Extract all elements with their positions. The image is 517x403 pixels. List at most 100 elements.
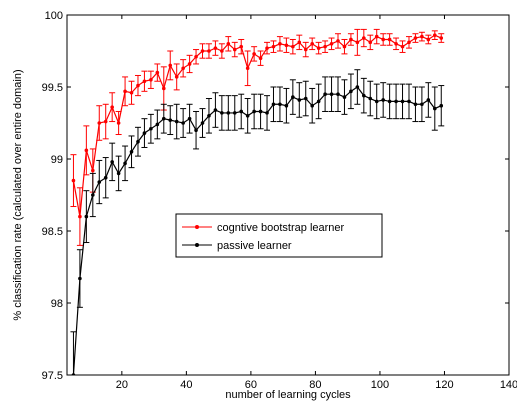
data-point — [187, 62, 192, 66]
data-point — [103, 119, 108, 124]
data-point — [413, 36, 418, 40]
data-point — [284, 103, 289, 108]
data-point — [245, 66, 250, 71]
series-bootstrap — [70, 28, 445, 246]
y-axis-label: % classification rate (calculated over e… — [12, 69, 24, 320]
data-point — [381, 37, 385, 42]
data-point — [303, 96, 308, 101]
legend-label-passive: passive learner — [217, 240, 292, 252]
data-point — [368, 40, 373, 45]
data-point — [168, 63, 173, 68]
data-point — [323, 44, 327, 49]
data-point — [387, 99, 392, 104]
data-point — [310, 103, 314, 108]
legend-marker-passive — [195, 243, 199, 247]
x-tick-label: 40 — [180, 379, 192, 391]
data-point — [349, 37, 353, 42]
data-point — [291, 95, 295, 99]
data-point — [207, 49, 211, 53]
data-point — [355, 40, 360, 45]
data-point — [349, 89, 353, 94]
data-point — [245, 114, 250, 118]
data-point — [297, 98, 302, 102]
data-point — [362, 93, 366, 98]
data-point — [78, 214, 82, 219]
data-point — [432, 106, 437, 111]
data-point — [329, 42, 334, 46]
data-point — [265, 111, 269, 115]
x-tick-label: 120 — [435, 379, 453, 391]
data-point — [407, 40, 411, 45]
data-point — [400, 44, 405, 49]
data-point — [252, 52, 256, 56]
x-tick-label: 80 — [309, 379, 321, 391]
data-point — [355, 85, 360, 89]
x-axis: 20 40 60 80 100 120 140 — [116, 15, 517, 391]
data-point — [226, 42, 231, 46]
y-tick-label: 98.5 — [42, 226, 63, 238]
data-point — [316, 46, 321, 50]
data-point — [381, 98, 385, 102]
data-point — [103, 175, 108, 180]
data-point — [394, 99, 398, 104]
data-point — [161, 86, 166, 91]
data-point — [200, 49, 205, 53]
data-point — [329, 92, 334, 96]
data-point — [155, 122, 160, 127]
data-point — [426, 98, 431, 102]
data-point — [84, 148, 89, 153]
data-point — [129, 150, 134, 154]
data-point — [71, 373, 76, 375]
data-point — [342, 44, 347, 49]
y-tick-label: 97.5 — [42, 370, 63, 382]
data-point — [394, 42, 398, 46]
data-point — [336, 92, 340, 96]
data-point — [420, 34, 424, 39]
series-passive — [70, 69, 445, 375]
data-point — [123, 89, 127, 94]
data-point — [136, 83, 140, 88]
data-point — [194, 54, 198, 59]
data-point — [439, 36, 444, 40]
data-point — [110, 105, 114, 109]
data-point — [387, 37, 392, 42]
legend: cogntive bootstrap learner passive learn… — [175, 213, 383, 258]
data-point — [78, 276, 82, 281]
data-point — [278, 102, 282, 107]
data-point — [374, 34, 379, 39]
data-point — [439, 103, 444, 108]
plot-area — [66, 14, 510, 376]
data-point — [174, 119, 179, 124]
x-tick-label: 20 — [116, 379, 128, 391]
x-tick-label: 100 — [371, 379, 389, 391]
data-point — [303, 47, 308, 52]
data-point — [336, 39, 340, 43]
data-point — [407, 99, 411, 104]
series-layer — [70, 28, 445, 375]
y-tick-label: 99 — [51, 154, 63, 166]
y-tick-label: 98 — [51, 298, 63, 310]
legend-marker-bootstrap — [195, 225, 199, 229]
data-point — [374, 99, 379, 104]
series-line — [72, 86, 442, 375]
series-line — [72, 34, 442, 217]
data-point — [194, 128, 198, 132]
data-point — [142, 79, 147, 84]
data-point — [310, 42, 314, 46]
data-point — [136, 139, 140, 144]
data-point — [213, 108, 218, 112]
data-point — [142, 131, 147, 135]
data-point — [110, 160, 114, 164]
data-point — [200, 121, 205, 125]
data-point — [284, 43, 289, 48]
data-point — [116, 171, 121, 176]
data-point — [278, 42, 282, 46]
data-point — [265, 46, 269, 50]
data-point — [116, 121, 121, 125]
data-point — [432, 33, 437, 37]
data-point — [426, 37, 431, 42]
legend-label-bootstrap: cogntive bootstrap learner — [217, 222, 345, 234]
data-point — [97, 121, 102, 125]
data-point — [323, 92, 327, 96]
